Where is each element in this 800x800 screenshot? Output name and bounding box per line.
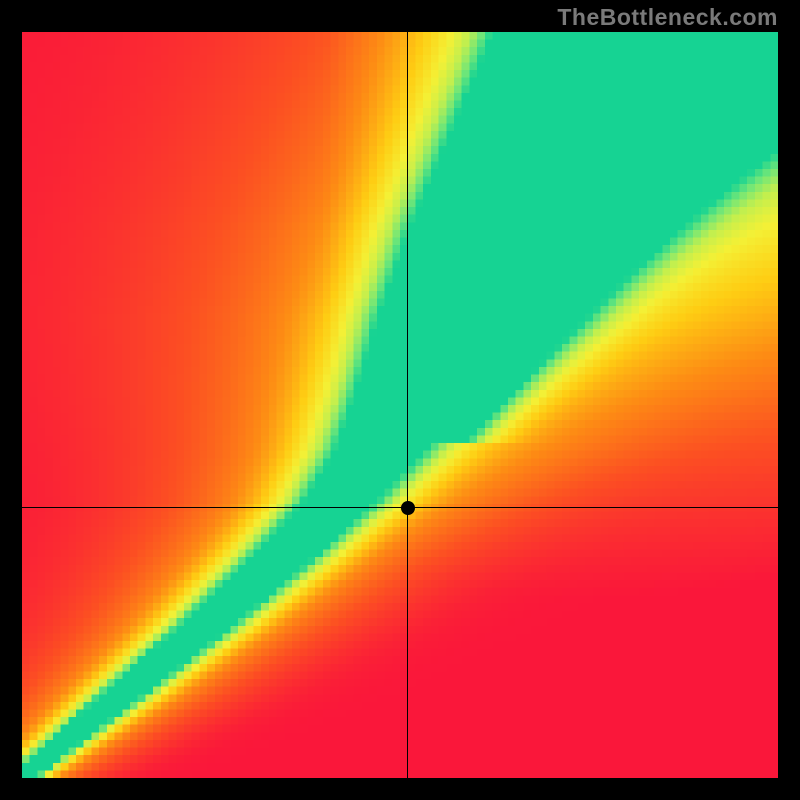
- bottleneck-heatmap: [22, 32, 778, 778]
- crosshair-dot: [401, 501, 415, 515]
- watermark-text: TheBottleneck.com: [557, 4, 778, 31]
- crosshair-vertical: [407, 32, 408, 778]
